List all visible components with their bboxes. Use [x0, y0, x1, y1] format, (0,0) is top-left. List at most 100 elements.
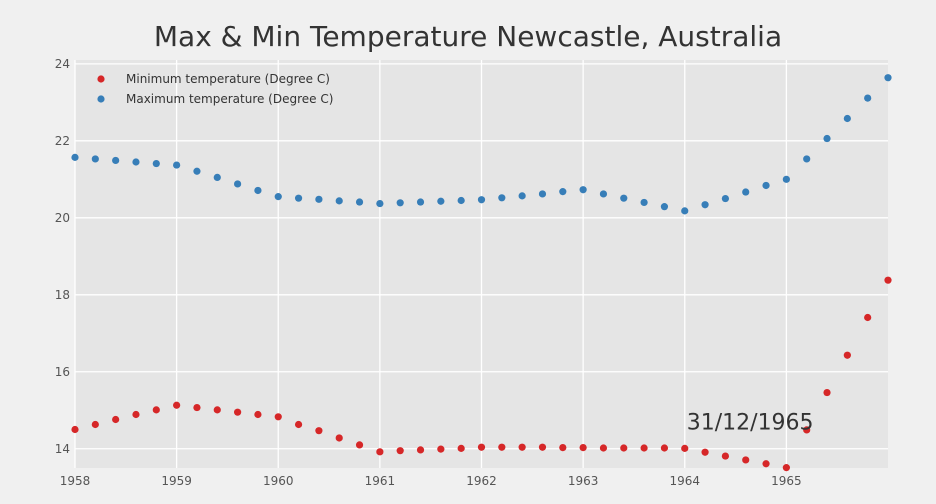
point-series-0 — [213, 406, 221, 414]
y-tick-label: 24 — [55, 57, 70, 71]
point-series-0 — [437, 445, 445, 453]
point-series-0 — [762, 460, 770, 468]
y-tick-label: 18 — [55, 288, 70, 302]
x-tick-label: 1965 — [771, 474, 802, 488]
point-series-1 — [112, 156, 120, 165]
point-series-0 — [416, 446, 425, 454]
point-series-1 — [274, 193, 282, 201]
point-series-1 — [477, 196, 486, 204]
legend-marker-0 — [97, 75, 105, 83]
point-series-1 — [254, 186, 262, 195]
point-series-1 — [640, 198, 648, 207]
legend-marker-1 — [97, 95, 105, 103]
point-series-0 — [518, 443, 526, 451]
x-tick-label: 1963 — [568, 474, 599, 488]
point-series-0 — [701, 448, 709, 456]
point-series-0 — [884, 276, 892, 284]
y-tick-label: 20 — [55, 211, 70, 225]
point-series-0 — [579, 444, 587, 452]
point-series-1 — [355, 198, 364, 206]
point-series-0 — [91, 420, 99, 429]
point-series-1 — [173, 161, 181, 169]
point-series-1 — [91, 155, 99, 163]
point-series-1 — [335, 197, 343, 205]
annotation: 31/12/1965 — [687, 411, 814, 436]
point-series-1 — [599, 190, 608, 198]
data-points — [71, 74, 892, 472]
point-series-0 — [620, 444, 628, 452]
x-tick-label: 1964 — [669, 474, 700, 488]
point-series-0 — [742, 456, 750, 464]
legend-label-0: Minimum temperature (Degree C) — [126, 72, 330, 86]
legend-label-1: Maximum temperature (Degree C) — [126, 92, 333, 106]
point-series-1 — [213, 173, 221, 181]
x-tick-label: 1960 — [263, 474, 294, 488]
point-series-1 — [620, 194, 628, 202]
point-series-0 — [112, 415, 120, 424]
y-tick-label: 14 — [55, 442, 70, 456]
point-series-0 — [193, 403, 201, 412]
point-series-1 — [193, 167, 201, 175]
point-series-0 — [721, 452, 730, 460]
point-series-0 — [152, 406, 160, 414]
point-series-1 — [71, 153, 79, 161]
point-series-1 — [762, 181, 770, 190]
y-tick-label: 22 — [55, 134, 70, 148]
chart-title: Max & Min Temperature Newcastle, Austral… — [153, 20, 783, 53]
point-series-1 — [803, 155, 811, 163]
point-series-0 — [843, 351, 851, 359]
point-series-1 — [681, 207, 689, 215]
point-series-1 — [294, 194, 303, 202]
point-series-0 — [599, 444, 608, 452]
point-series-1 — [132, 158, 140, 166]
point-series-1 — [579, 186, 587, 194]
point-series-0 — [823, 388, 831, 397]
x-tick-label: 1958 — [60, 474, 91, 488]
x-tick-label: 1961 — [365, 474, 396, 488]
point-series-1 — [152, 159, 160, 168]
axis-ticks: 1958 1959 1960 1961 1962 1963 1964 1965 14 16 18 20… — [55, 57, 802, 488]
point-series-1 — [538, 190, 547, 198]
point-series-1 — [437, 197, 445, 205]
point-series-0 — [173, 401, 181, 409]
point-series-1 — [782, 175, 790, 183]
point-series-0 — [132, 410, 140, 419]
point-series-1 — [498, 194, 506, 202]
point-series-0 — [355, 441, 364, 449]
point-series-0 — [559, 444, 567, 452]
point-series-0 — [498, 443, 506, 451]
point-series-0 — [376, 448, 384, 456]
point-series-1 — [742, 188, 750, 196]
point-series-0 — [782, 464, 790, 472]
point-series-1 — [843, 114, 851, 123]
point-series-1 — [518, 192, 526, 200]
y-tick-label: 16 — [55, 365, 70, 379]
point-series-0 — [315, 427, 323, 435]
point-series-1 — [864, 94, 872, 102]
point-series-0 — [294, 420, 303, 429]
point-series-1 — [660, 203, 669, 211]
point-series-1 — [457, 196, 465, 205]
point-series-0 — [864, 313, 872, 322]
point-series-0 — [681, 444, 689, 452]
point-series-1 — [559, 188, 567, 196]
point-series-0 — [234, 408, 242, 416]
point-series-0 — [457, 444, 465, 452]
x-tick-label: 1959 — [161, 474, 192, 488]
x-tick-label: 1962 — [466, 474, 497, 488]
point-series-1 — [701, 201, 709, 209]
point-series-0 — [396, 447, 404, 455]
point-series-0 — [803, 426, 811, 434]
point-series-1 — [721, 194, 730, 203]
point-series-0 — [254, 410, 262, 419]
legend: Minimum temperature (Degree C) Maximum te… — [97, 72, 333, 106]
point-series-1 — [396, 199, 404, 207]
point-series-1 — [823, 134, 831, 143]
point-series-0 — [538, 443, 547, 451]
point-series-1 — [884, 74, 892, 82]
point-series-1 — [315, 195, 323, 203]
point-series-0 — [335, 434, 343, 442]
point-series-1 — [376, 199, 384, 208]
point-series-0 — [660, 444, 669, 452]
